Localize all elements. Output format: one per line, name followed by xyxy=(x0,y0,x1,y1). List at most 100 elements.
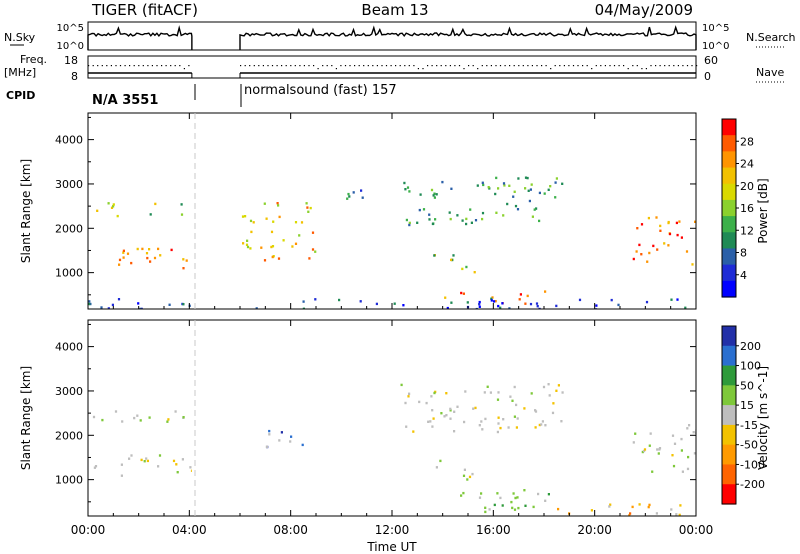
nave-point xyxy=(431,65,433,67)
velocity-echo-cell xyxy=(439,459,442,463)
velocity-echo-cell xyxy=(501,504,504,507)
power-colorbar-swatch xyxy=(722,280,736,298)
nave-point xyxy=(106,65,108,67)
velocity-echo-cell xyxy=(548,394,551,397)
power-echo-cell xyxy=(499,306,502,309)
power-echo-cell xyxy=(676,233,679,237)
nave-point xyxy=(258,65,260,67)
velocity-echo-cell xyxy=(524,504,527,507)
velocity-echo-cell xyxy=(628,514,631,516)
power-echo-cell xyxy=(107,307,110,309)
nave-point xyxy=(495,65,497,67)
velocity-echo-cell xyxy=(532,505,535,509)
power-echo-cell xyxy=(648,251,651,255)
velocity-echo-cell xyxy=(687,455,690,459)
nave-point xyxy=(147,65,149,67)
power-echo-cell xyxy=(667,244,670,247)
velocity-echo-cell xyxy=(686,427,689,430)
velocity-echo-cell xyxy=(641,450,644,454)
nave-point xyxy=(281,65,283,67)
power-echo-cell xyxy=(487,186,490,189)
power-colorbar-tick-label: 24 xyxy=(740,158,754,171)
power-echo-cell xyxy=(433,196,436,199)
power-echo-cell xyxy=(680,236,683,239)
nave-point xyxy=(404,65,406,67)
power-echo-cell xyxy=(182,303,185,306)
power-echo-cell xyxy=(533,208,536,211)
velocity-echo-cell xyxy=(130,454,133,457)
power-echo-cell xyxy=(475,307,478,309)
power-echo-cell xyxy=(140,307,143,309)
velocity-echo-cell xyxy=(499,496,502,500)
nave-point xyxy=(262,65,264,67)
velocity-echo-cell xyxy=(157,465,160,468)
velocity-echo-cell xyxy=(462,491,465,495)
velocity-echo-cell xyxy=(301,443,304,447)
nave-point xyxy=(518,65,520,67)
power-echo-cell xyxy=(531,215,534,218)
velocity-echo-cell xyxy=(430,395,433,398)
nave-point xyxy=(504,65,506,67)
velocity-echo-cell xyxy=(634,432,637,435)
velocity-echo-cell xyxy=(101,418,104,422)
x-tick-label: 20:00 xyxy=(577,523,612,537)
velocity-echo-cell xyxy=(174,410,177,413)
power-echo-cell xyxy=(678,220,681,223)
velocity-echo-cell xyxy=(609,503,612,506)
velocity-echo-cell xyxy=(648,503,651,507)
power-echo-cell xyxy=(668,232,672,236)
power-echo-cell xyxy=(647,216,650,220)
velocity-echo-cell xyxy=(472,407,475,410)
velocity-echo-cell xyxy=(547,383,550,386)
power-ylabel: Slant Range [km] xyxy=(19,159,33,263)
velocity-echo-cell xyxy=(513,508,517,511)
nave-point xyxy=(363,65,365,67)
power-echo-cell xyxy=(404,188,407,191)
nave-point xyxy=(335,68,337,70)
power-echo-cell xyxy=(508,184,511,187)
velocity-colorbar-tick-label: -200 xyxy=(740,478,765,491)
velocity-echo-cell xyxy=(128,457,131,460)
nave-point xyxy=(696,65,698,67)
x-tick-label: 16:00 xyxy=(476,523,511,537)
power-echo-cell xyxy=(294,242,298,245)
nave-point xyxy=(249,65,251,67)
nave-point xyxy=(572,65,575,67)
nave-point xyxy=(133,65,135,67)
power-echo-cell xyxy=(659,224,662,228)
nave-point xyxy=(294,65,296,67)
velocity-echo-cell xyxy=(680,449,683,452)
time-x-axis: 00:00 04:00 08:00 12:00 16:00 20:00 00:00 xyxy=(71,113,713,537)
nsky-trace xyxy=(87,25,697,50)
velocity-echo-cell xyxy=(425,401,428,405)
velocity-echo-cell xyxy=(121,420,124,423)
nave-point xyxy=(445,65,447,67)
power-echo-cell xyxy=(154,202,157,206)
freq-tick-bottom: 8 xyxy=(71,70,78,83)
power-echo-cell xyxy=(516,208,520,211)
power-echo-cell xyxy=(428,213,431,216)
power-echo-cell xyxy=(180,213,184,216)
power-echo-cell xyxy=(646,260,649,263)
power-echo-cell xyxy=(670,298,673,301)
nave-point xyxy=(349,65,351,67)
power-echo-cell xyxy=(291,245,294,248)
power-colorbar-swatch xyxy=(722,264,736,282)
velocity-colorbar-swatch xyxy=(722,405,736,426)
nave-point xyxy=(522,65,524,67)
nave-point xyxy=(481,65,483,67)
power-echo-cell xyxy=(360,189,363,192)
power-echo-cell xyxy=(433,254,436,257)
power-echo-cell xyxy=(157,247,160,251)
velocity-echo-cell xyxy=(431,409,434,412)
velocity-echo-cell xyxy=(656,448,659,451)
power-echo-cell xyxy=(249,247,252,250)
velocity-echo-cell xyxy=(404,401,407,405)
velocity-echo-cell xyxy=(464,390,467,393)
power-echo-cell xyxy=(116,214,119,218)
velocity-data-gap xyxy=(191,320,240,516)
nave-point xyxy=(623,65,625,67)
power-echo-cell xyxy=(514,204,518,208)
freq-unit: [MHz] xyxy=(4,66,36,79)
power-echo-cell xyxy=(153,256,157,260)
